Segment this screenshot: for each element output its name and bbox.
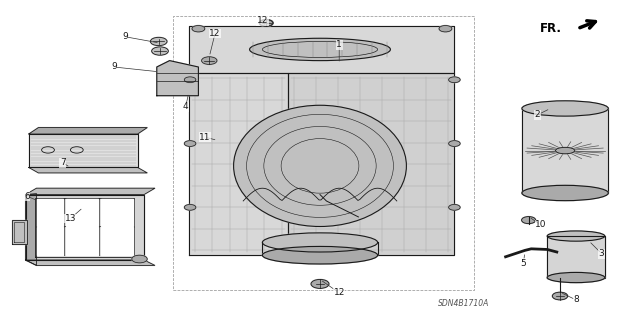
Polygon shape (29, 134, 138, 167)
Polygon shape (522, 108, 608, 193)
Circle shape (449, 204, 460, 210)
Text: 9: 9 (122, 32, 127, 41)
Polygon shape (157, 61, 198, 96)
Circle shape (449, 141, 460, 146)
Text: 8: 8 (573, 295, 579, 304)
Circle shape (439, 26, 452, 32)
Circle shape (150, 37, 167, 46)
Circle shape (552, 292, 568, 300)
Polygon shape (37, 227, 63, 255)
Text: 9: 9 (111, 63, 116, 71)
Circle shape (192, 26, 205, 32)
Polygon shape (12, 220, 27, 244)
Circle shape (311, 279, 329, 288)
Text: 7: 7 (60, 158, 65, 167)
Ellipse shape (262, 246, 378, 264)
Circle shape (449, 77, 460, 83)
Circle shape (152, 47, 168, 55)
Polygon shape (26, 194, 36, 265)
Text: 13: 13 (65, 214, 76, 223)
Circle shape (132, 255, 147, 263)
Ellipse shape (250, 38, 390, 61)
Polygon shape (547, 236, 605, 278)
Polygon shape (37, 199, 63, 226)
Polygon shape (189, 26, 454, 73)
Polygon shape (101, 199, 133, 226)
Ellipse shape (522, 101, 609, 116)
Text: 2: 2 (535, 110, 540, 119)
Polygon shape (26, 195, 144, 260)
Circle shape (184, 77, 196, 83)
Ellipse shape (547, 231, 605, 241)
Ellipse shape (234, 105, 406, 226)
Polygon shape (66, 227, 98, 255)
Text: 12: 12 (333, 288, 345, 297)
Ellipse shape (556, 147, 575, 154)
Polygon shape (288, 73, 454, 255)
Text: SDN4B1710A: SDN4B1710A (438, 299, 490, 308)
Circle shape (202, 57, 217, 64)
Circle shape (522, 217, 536, 224)
Text: 12: 12 (257, 16, 268, 25)
Circle shape (260, 20, 273, 26)
Text: 4: 4 (183, 102, 188, 111)
Polygon shape (26, 188, 155, 195)
Text: 10: 10 (535, 220, 547, 229)
Polygon shape (101, 227, 133, 255)
Polygon shape (66, 199, 98, 226)
Polygon shape (29, 167, 147, 173)
Ellipse shape (522, 185, 609, 201)
Text: 6: 6 (24, 192, 29, 201)
Polygon shape (189, 73, 288, 255)
Text: 11: 11 (199, 133, 211, 142)
Ellipse shape (547, 272, 605, 283)
Circle shape (184, 141, 196, 146)
Ellipse shape (262, 233, 378, 252)
Text: 1: 1 (337, 40, 342, 49)
Text: 5: 5 (521, 259, 526, 268)
Polygon shape (26, 260, 155, 265)
Text: FR.: FR. (540, 22, 562, 35)
Text: 3: 3 (599, 249, 604, 258)
Text: 12: 12 (209, 29, 221, 38)
Circle shape (184, 204, 196, 210)
Polygon shape (29, 128, 147, 134)
Circle shape (259, 19, 273, 26)
